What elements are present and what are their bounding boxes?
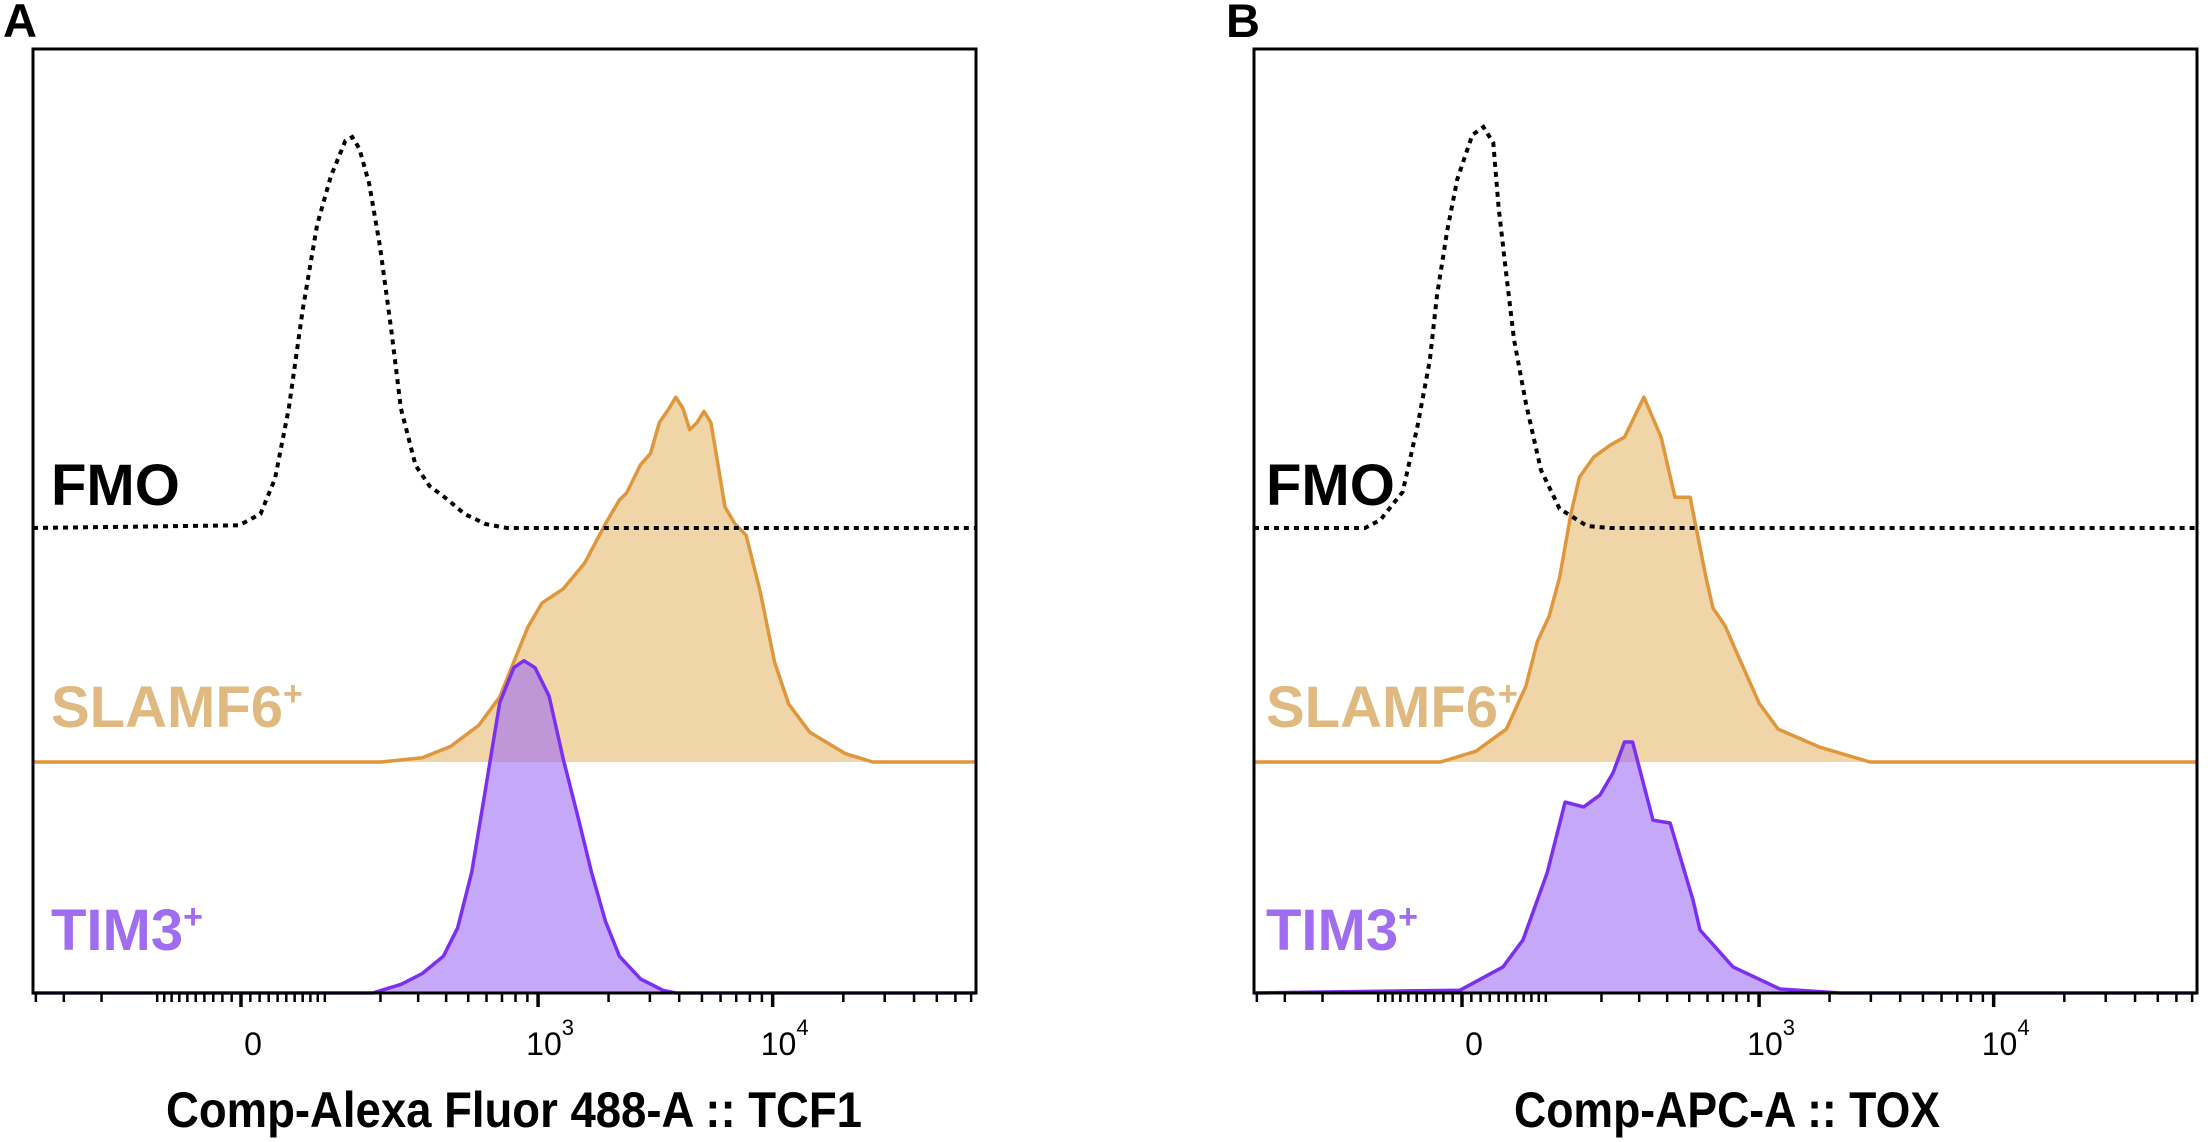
panel-b: B 0 103 104 FMO SLAMF6+ TIM3+ Comp-APC-A :… <box>1226 0 2199 1138</box>
x-tick-label: 0 <box>1465 1026 1483 1062</box>
x-tick-label: 103 <box>1747 1015 1795 1062</box>
histogram-line-fmo <box>32 134 976 530</box>
x-axis-title: Comp-APC-A :: TOX <box>1514 1082 1940 1138</box>
x-axis-ticks: 0 103 104 <box>34 993 973 1062</box>
histogram-fill-tim3 <box>33 660 976 993</box>
label-slamf6: SLAMF6+ <box>1266 675 1518 740</box>
histogram-layer <box>1253 124 2197 995</box>
histogram-line-tim3 <box>33 658 976 995</box>
histogram-fill-slamf6 <box>33 397 976 762</box>
x-tick-label: 0 <box>244 1026 262 1062</box>
x-axis-title: Comp-Alexa Fluor 488-A :: TCF1 <box>166 1082 862 1138</box>
panel-a: A 0 103 104 FMO SLAMF6+ TIM3+ Comp-Alexa F… <box>3 0 978 1138</box>
label-fmo: FMO <box>51 453 180 518</box>
histogram-line-slamf6 <box>1254 395 2197 764</box>
x-axis-ticks: 0 103 104 <box>1255 993 2194 1062</box>
histogram-fill-slamf6 <box>1254 397 2197 762</box>
x-tick-label: 104 <box>1982 1015 2030 1062</box>
histogram-line-tim3 <box>1253 740 2197 995</box>
histogram-line-slamf6 <box>33 395 976 764</box>
label-slamf6: SLAMF6+ <box>51 675 303 740</box>
label-fmo: FMO <box>1266 453 1395 518</box>
plot-frame <box>31 47 978 995</box>
x-tick-label: 103 <box>526 1015 574 1062</box>
histogram-line-fmo <box>1254 124 2197 530</box>
histogram-layer <box>32 134 976 995</box>
label-tim3: TIM3+ <box>1266 898 1418 963</box>
panel-letter: A <box>3 0 37 47</box>
plot-frame <box>1252 47 2199 995</box>
panel-letter: B <box>1226 0 1260 47</box>
label-tim3: TIM3+ <box>51 898 203 963</box>
x-tick-label: 104 <box>761 1015 809 1062</box>
